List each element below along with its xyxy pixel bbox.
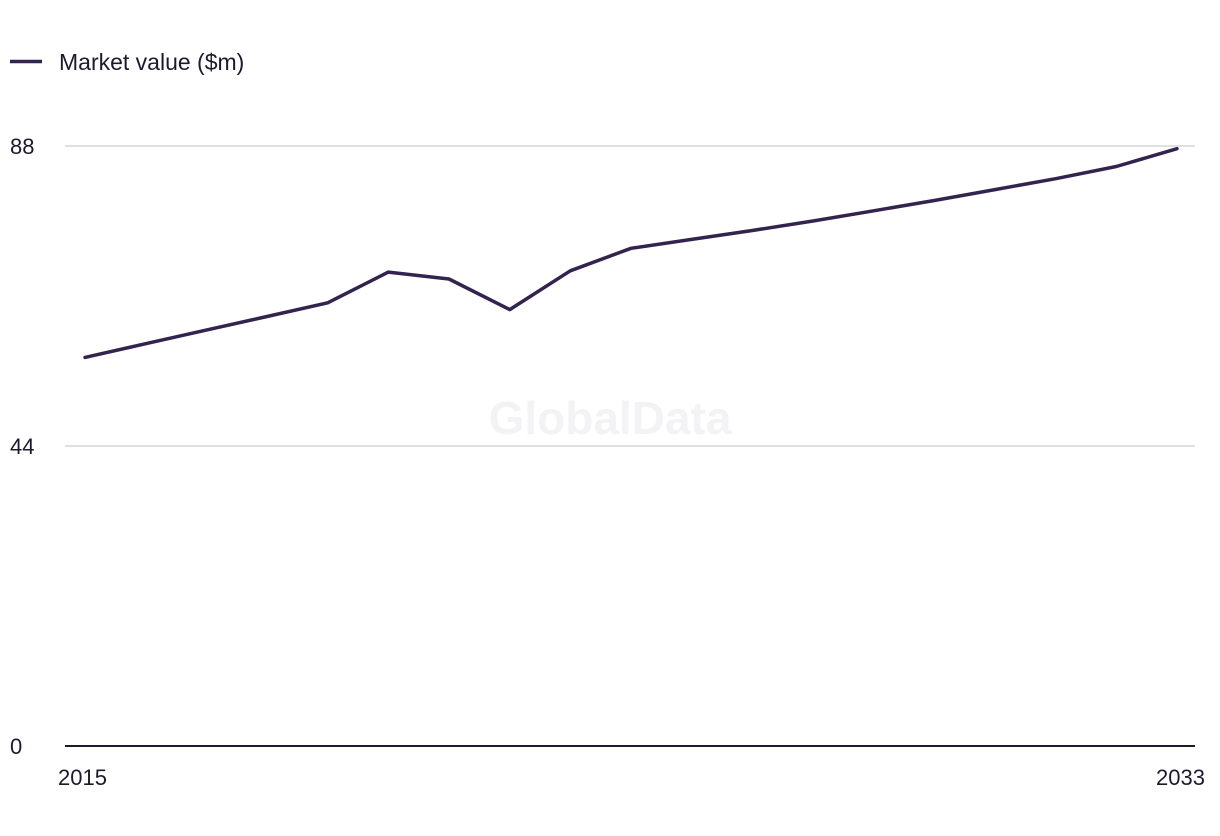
y-tick-label: 0 [10,734,22,759]
x-tick-label: 2033 [1156,765,1205,790]
gridlines [65,145,1195,747]
y-axis-ticks: 0 44 88 [10,134,34,759]
y-tick-label: 88 [10,134,34,159]
y-tick-label: 44 [10,434,34,459]
x-tick-label: 2015 [58,765,107,790]
series-line [83,146,1179,360]
legend-label: Market value ($m) [59,49,244,75]
series-layer [83,146,1179,360]
x-axis-ticks: 2015 2033 [58,765,1205,790]
watermark-text: GlobalData [489,392,732,444]
legend: Market value ($m) [10,49,244,75]
